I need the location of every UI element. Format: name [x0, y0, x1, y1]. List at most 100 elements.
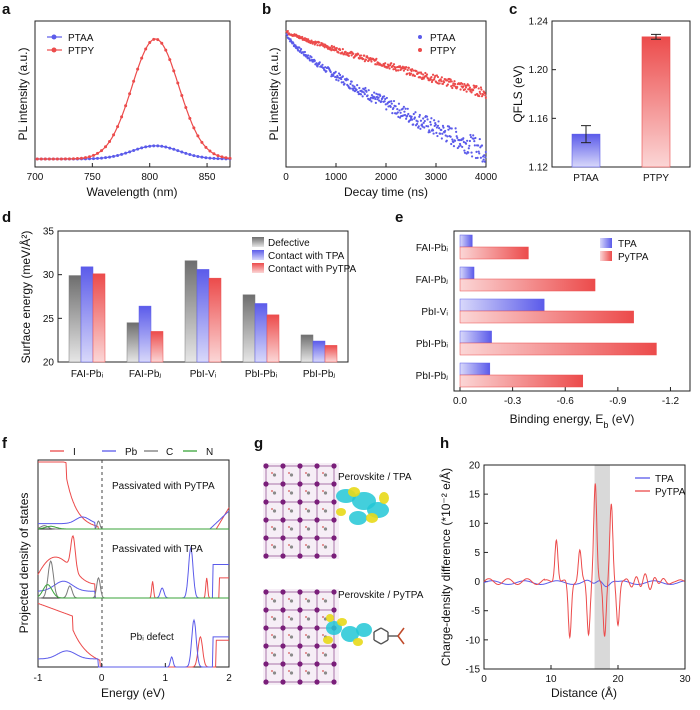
panel-b-point	[377, 96, 380, 99]
panel-b-point	[450, 127, 453, 130]
panel-f-curve-pb	[38, 510, 230, 530]
atom-iodine	[314, 679, 320, 685]
panel-b-point	[457, 145, 460, 148]
panel-h-ticks: 0 10 20 30 -15 -10 -5 0 5 10 15 20	[466, 461, 691, 686]
panel-b-point	[444, 129, 447, 133]
panel-b-point	[475, 150, 478, 153]
molecule-bond	[373, 627, 382, 633]
panel-b-xtick-label: 2000	[375, 172, 398, 183]
atom-iodine	[314, 607, 320, 613]
panel-b-point	[484, 94, 487, 97]
panel-b-point	[339, 73, 342, 77]
panel-f-xtick-label: 2	[226, 673, 232, 684]
panel-b-point	[480, 88, 483, 91]
atom-iodine	[297, 589, 303, 595]
panel-b-point	[391, 64, 394, 67]
panel-b-point	[478, 152, 481, 155]
atom-iodine	[263, 625, 269, 631]
atom-iodine	[280, 463, 286, 469]
panel-b-point	[418, 71, 421, 74]
panel-b-point	[466, 139, 469, 142]
panel-b-point	[472, 134, 475, 137]
panel-b-point	[441, 124, 445, 127]
panel-d-bar	[312, 340, 326, 363]
atom-iodine	[297, 679, 303, 685]
panel-f-sub-2: Passivated with TPA	[112, 544, 203, 555]
panel-a-point	[92, 153, 95, 157]
atom-organic	[289, 545, 294, 549]
panel-b-point	[329, 70, 332, 74]
atom-organic	[289, 635, 294, 639]
panel-a-point	[100, 156, 104, 160]
panel-a-point	[108, 140, 112, 144]
panel-b-point	[429, 123, 432, 126]
panel-b-point	[351, 84, 354, 87]
panel-a-point	[112, 154, 116, 158]
atom-h	[288, 616, 290, 618]
panel-b-point	[341, 51, 344, 54]
atom-h	[288, 598, 290, 600]
panel-b-point	[331, 46, 334, 49]
panel-d-yticks: 20 25 30 35	[43, 227, 62, 369]
structure-perovskite-tpa	[263, 463, 389, 559]
panel-b-point	[440, 76, 443, 79]
panel-c-bars: PTAA PTPY	[571, 33, 671, 184]
panel-b-legend-ptaa: PTAA	[430, 33, 456, 44]
atom-iodine	[331, 499, 337, 505]
panel-a-point	[176, 81, 180, 85]
panel-b-xtick-label: 4000	[475, 172, 498, 183]
atom-h	[322, 544, 324, 546]
atom-iodine	[331, 661, 337, 667]
panel-b-point	[422, 73, 425, 76]
atom-organic	[272, 617, 277, 621]
atom-iodine	[331, 679, 337, 685]
panel-b-point	[397, 115, 400, 118]
panel-d-bar	[208, 277, 222, 363]
panel-b-point	[464, 86, 468, 89]
atom-iodine	[331, 607, 337, 613]
panel-a-point	[79, 156, 83, 160]
panel-d-legend-defective-swatch	[252, 237, 264, 247]
panel-b-point	[370, 100, 373, 103]
panel-b-xtick-label: 0	[283, 172, 289, 183]
atom-h	[322, 526, 324, 528]
panel-b-point	[456, 146, 459, 150]
atom-organic	[272, 527, 277, 531]
panel-b-point	[390, 62, 393, 65]
charge-lobe-cyan	[326, 621, 342, 635]
panel-b-point	[452, 140, 455, 144]
panel-b-point	[482, 158, 485, 161]
panel-d-bar	[80, 266, 94, 363]
panel-b-point	[384, 62, 387, 65]
panel-b-point	[310, 39, 313, 42]
panel-b-point	[299, 49, 302, 53]
panel-a-point	[172, 147, 176, 151]
charge-lobe-yellow	[353, 638, 363, 646]
panel-b-point	[390, 100, 393, 103]
panel-b-point	[365, 90, 368, 93]
panel-h-label: h	[440, 435, 449, 452]
panel-b-point	[478, 137, 481, 141]
panel-e-legend-tpa-swatch	[600, 238, 612, 248]
atom-organic	[323, 473, 328, 477]
panel-h-xlabel: Distance (Å)	[551, 685, 617, 700]
panel-b-point	[429, 120, 432, 124]
panel-b-point	[469, 135, 473, 139]
atom-iodine	[331, 481, 337, 487]
panel-b-point	[409, 72, 413, 75]
panel-a-point	[132, 79, 136, 83]
panel-b-point	[439, 78, 442, 81]
panel-f-curves	[37, 461, 230, 668]
panel-b: b 0 1000 2000 3000 4000 Decay time (ns) PL i…	[262, 1, 498, 199]
atom-iodine	[297, 535, 303, 541]
panel-b-point	[442, 81, 446, 84]
panel-e-bar	[459, 362, 491, 376]
panel-b-point	[302, 51, 305, 54]
panel-a-point	[216, 154, 220, 158]
panel-b-point	[472, 137, 475, 140]
panel-b-point	[474, 156, 478, 160]
panel-d-ytick-label: 30	[43, 270, 55, 281]
panel-b-point	[484, 156, 487, 159]
panel-b-point	[397, 102, 401, 105]
atom-h	[322, 634, 324, 636]
